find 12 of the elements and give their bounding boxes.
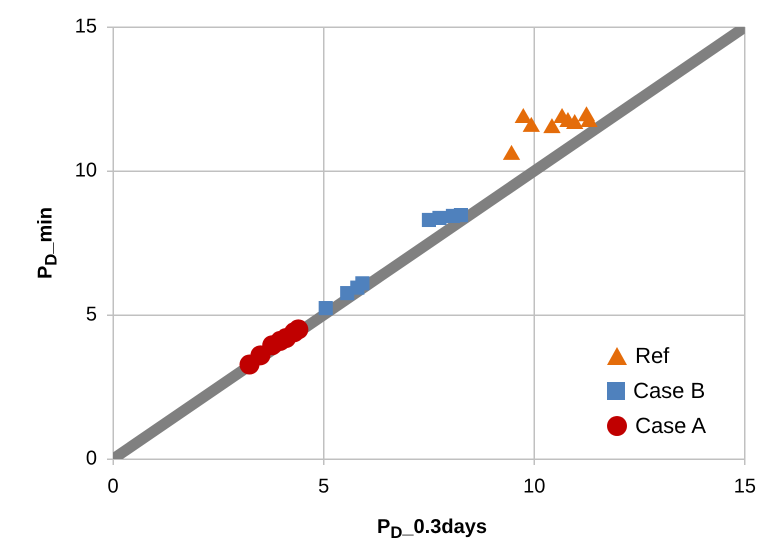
y-tick-label: 5 bbox=[86, 304, 97, 326]
x-tick-label: 15 bbox=[734, 476, 756, 498]
y-tick-label: 0 bbox=[86, 448, 97, 470]
x-tick-label: 10 bbox=[523, 476, 546, 498]
x-tick-label: 5 bbox=[318, 476, 330, 498]
y-tick-label: 15 bbox=[74, 16, 97, 38]
legend-label: Ref bbox=[635, 342, 670, 368]
legend-label: Case A bbox=[635, 412, 706, 438]
x-axis-title: P$_{D}$_0.3days bbox=[377, 516, 487, 543]
legend-label: Case B bbox=[633, 378, 706, 404]
x-tick-label: 0 bbox=[107, 476, 119, 498]
y-tick-label: 10 bbox=[74, 160, 97, 182]
